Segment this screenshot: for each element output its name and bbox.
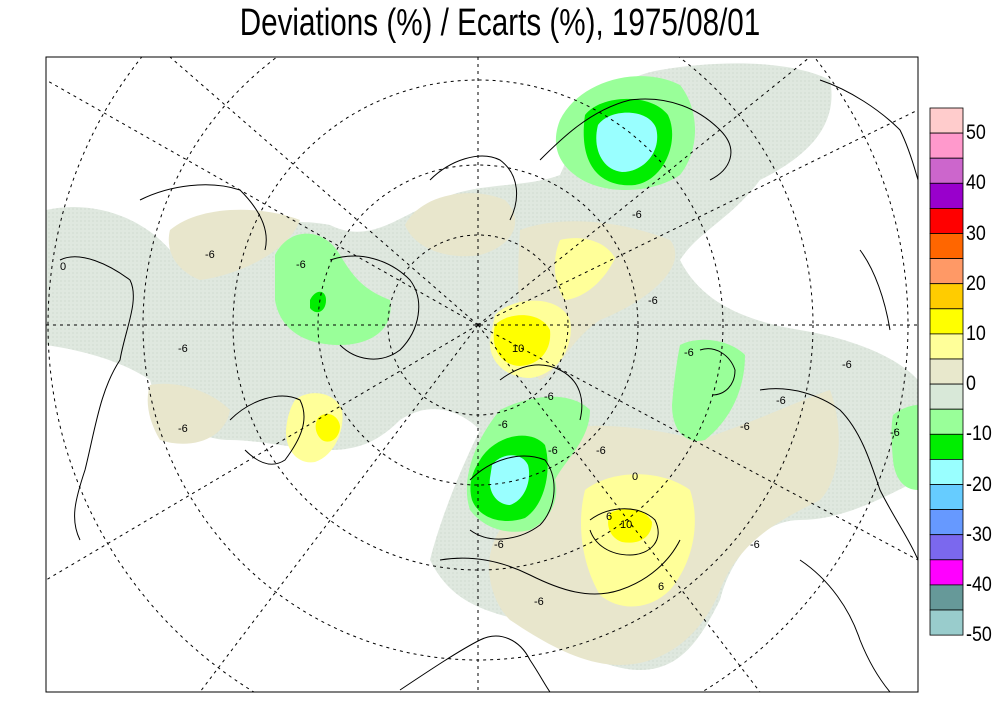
legend-tick-label: 10 — [966, 321, 986, 345]
contour-label: -6 — [178, 423, 188, 435]
legend-tick-label: -20 — [966, 472, 992, 496]
legend-swatch — [929, 207, 964, 234]
legend-tick-label: 40 — [966, 171, 986, 195]
legend-swatch — [929, 609, 964, 636]
contour-label: -6 — [548, 445, 558, 457]
legend-swatch — [929, 458, 964, 485]
region-minus-20 — [489, 112, 658, 505]
contour-label: 0 — [60, 261, 66, 273]
contour-label: -6 — [178, 343, 188, 355]
contour-label: -6 — [596, 445, 606, 457]
contour-label: -6 — [296, 259, 306, 271]
legend-swatch — [929, 308, 964, 335]
contour-label: -6 — [750, 539, 760, 551]
map-title: Deviations (%) / Ecarts (%), 1975/08/01 — [239, 2, 761, 44]
legend-swatch — [929, 283, 964, 310]
region-slightly-negative — [46, 63, 918, 670]
contour-label: -6 — [205, 249, 215, 261]
contour-label: 10 — [512, 343, 524, 355]
map-frame — [45, 56, 919, 693]
legend-swatch — [929, 157, 964, 184]
legend-swatch — [929, 534, 964, 561]
legend-swatch — [929, 258, 964, 285]
contour-labels: -6 0 -6 -6 -6 10 -6 -6 -6 -6 -6 -6 -6 0 … — [60, 209, 900, 608]
legend-swatch — [929, 333, 964, 360]
region-plus-12 — [315, 315, 652, 543]
contour-label: -6 — [890, 427, 900, 439]
contour-label: -6 — [498, 419, 508, 431]
legend-tick-label: 50 — [966, 121, 986, 145]
coastlines — [59, 79, 918, 692]
legend-swatch — [929, 383, 964, 410]
contour-label: 6 — [606, 511, 612, 523]
legend-swatch — [929, 358, 964, 385]
legend-swatch — [929, 132, 964, 159]
map-field: -6 0 -6 -6 -6 10 -6 -6 -6 -6 -6 -6 -6 0 … — [46, 57, 918, 692]
contour-label: 0 — [632, 471, 638, 483]
legend-swatch — [929, 584, 964, 611]
color-legend — [929, 107, 964, 636]
legend-tick-label: -50 — [966, 623, 992, 647]
contour-label: -6 — [776, 395, 786, 407]
legend-swatch — [929, 433, 964, 460]
legend-swatch — [929, 408, 964, 435]
contour-label: 6 — [658, 581, 664, 593]
contour-label: 10 — [620, 519, 632, 531]
legend-swatch — [929, 182, 964, 209]
legend-tick-label: 20 — [966, 271, 986, 295]
contour-label: -6 — [740, 421, 750, 433]
legend-swatch — [929, 107, 964, 134]
legend-swatch — [929, 233, 964, 260]
legend-tick-label: -30 — [966, 522, 992, 546]
contour-label: -6 — [684, 347, 694, 359]
legend-swatch — [929, 484, 964, 511]
contour-label: -6 — [494, 539, 504, 551]
legend-tick-label: 30 — [966, 221, 986, 245]
contour-label: -6 — [534, 596, 544, 608]
contour-label: -6 — [648, 295, 658, 307]
contour-label: -6 — [632, 209, 642, 221]
legend-tick-label: -10 — [966, 422, 992, 446]
legend-swatch — [929, 509, 964, 536]
contour-label: -6 — [544, 391, 554, 403]
graticule — [46, 57, 918, 692]
contour-label: -6 — [842, 359, 852, 371]
legend-tick-label: 0 — [966, 372, 976, 396]
legend-tick-label: -40 — [966, 572, 992, 596]
legend-swatch — [929, 559, 964, 586]
